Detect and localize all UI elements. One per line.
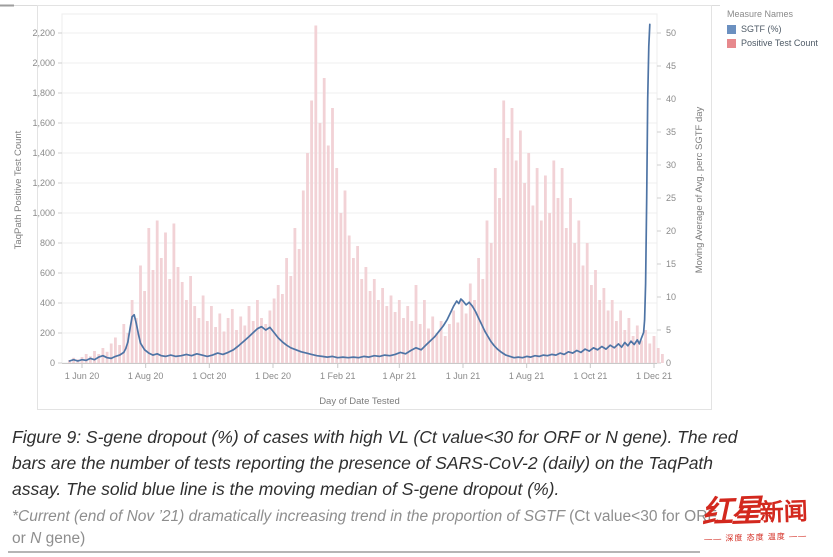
svg-text:1 Jun 21: 1 Jun 21: [446, 371, 481, 381]
svg-text:1,200: 1,200: [32, 178, 55, 188]
svg-text:400: 400: [40, 298, 55, 308]
caption-line-3: assay. The solid blue line is the moving…: [12, 479, 560, 499]
red-star-news-logo: 红星新闻 —— 深度 态度 温度 ——: [690, 492, 820, 545]
svg-text:1 Aug 21: 1 Aug 21: [509, 371, 545, 381]
svg-text:0: 0: [666, 358, 671, 368]
svg-text:1 Dec 21: 1 Dec 21: [636, 371, 672, 381]
red-star-news-wordmark: 红星新闻: [690, 492, 819, 534]
svg-text:10: 10: [666, 292, 676, 302]
svg-text:Day of Date Tested: Day of Date Tested: [319, 396, 400, 407]
logo-brand-block: 新闻: [759, 498, 809, 527]
svg-text:20: 20: [666, 226, 676, 236]
footnote-line1-italic: *Current (end of Nov ’21) dramatically i…: [12, 508, 570, 525]
legend-label-sgtf: SGTF (%): [741, 24, 782, 34]
svg-text:1,000: 1,000: [32, 208, 55, 218]
chart-legend: Measure Names SGTF (%) Positive Test Cou…: [727, 8, 818, 51]
logo-brand-script: 红星: [701, 492, 761, 530]
sgtf-color-swatch: [727, 24, 736, 34]
bottom-divider: [8, 551, 700, 553]
footnote-line-1: *Current (end of Nov ’21) dramatically i…: [12, 506, 802, 528]
footnote-line2-italic: N: [30, 530, 42, 547]
svg-text:5: 5: [666, 325, 671, 335]
svg-text:25: 25: [666, 193, 676, 203]
positive-test-count-color-swatch: [727, 38, 736, 48]
svg-text:1 Feb 21: 1 Feb 21: [320, 371, 356, 381]
footnote-line1-plain: (Ct value<30 for ORF,: [569, 508, 720, 525]
svg-text:800: 800: [40, 238, 55, 248]
svg-text:TaqPath Positive Test Count: TaqPath Positive Test Count: [13, 130, 24, 249]
legend-item-positive-test-count: Positive Test Count: [727, 37, 818, 49]
svg-text:1 Oct 21: 1 Oct 21: [573, 371, 607, 381]
legend-title: Measure Names: [727, 9, 794, 19]
svg-text:1 Aug 20: 1 Aug 20: [128, 371, 164, 381]
svg-text:40: 40: [666, 94, 676, 104]
svg-text:Moving Average of Avg. perc SG: Moving Average of Avg. perc SGTF day: [694, 106, 705, 273]
svg-text:1 Apr 21: 1 Apr 21: [383, 371, 417, 381]
svg-text:200: 200: [40, 328, 55, 338]
svg-text:1 Dec 20: 1 Dec 20: [255, 371, 291, 381]
svg-text:30: 30: [666, 160, 676, 170]
svg-text:45: 45: [666, 61, 676, 71]
sgtf-combo-chart: 02004006008001,0001,2001,4001,6001,8002,…: [0, 4, 720, 410]
svg-text:2,200: 2,200: [32, 28, 55, 38]
svg-text:2,000: 2,000: [32, 58, 55, 68]
footnote-line-2: or N gene): [12, 528, 802, 550]
svg-text:1 Oct 20: 1 Oct 20: [192, 371, 226, 381]
figure-footnote: *Current (end of Nov ’21) dramatically i…: [12, 506, 802, 550]
figure-caption: Figure 9: S-gene dropout (%) of cases wi…: [12, 424, 827, 502]
svg-text:1,400: 1,400: [32, 148, 55, 158]
legend-label-positive-test-count: Positive Test Count: [741, 38, 818, 48]
svg-text:1,600: 1,600: [32, 118, 55, 128]
caption-line-1: Figure 9: S-gene dropout (%) of cases wi…: [12, 427, 738, 447]
svg-text:1,800: 1,800: [32, 88, 55, 98]
svg-text:600: 600: [40, 268, 55, 278]
svg-text:35: 35: [666, 127, 676, 137]
legend-item-sgtf: SGTF (%): [727, 23, 818, 35]
caption-line-2: bars are the number of tests reporting t…: [12, 453, 714, 473]
svg-text:0: 0: [50, 358, 55, 368]
footnote-line2-plain-a: or: [12, 530, 31, 547]
svg-text:50: 50: [666, 28, 676, 38]
chart-panel: 0 200 400 600 800 1,000 1,200 1,400 1,600 1,800 2,…: [0, 4, 818, 410]
svg-text:15: 15: [666, 259, 676, 269]
footnote-line2-plain-b: gene): [41, 530, 86, 547]
svg-text:1 Jun 20: 1 Jun 20: [65, 371, 100, 381]
